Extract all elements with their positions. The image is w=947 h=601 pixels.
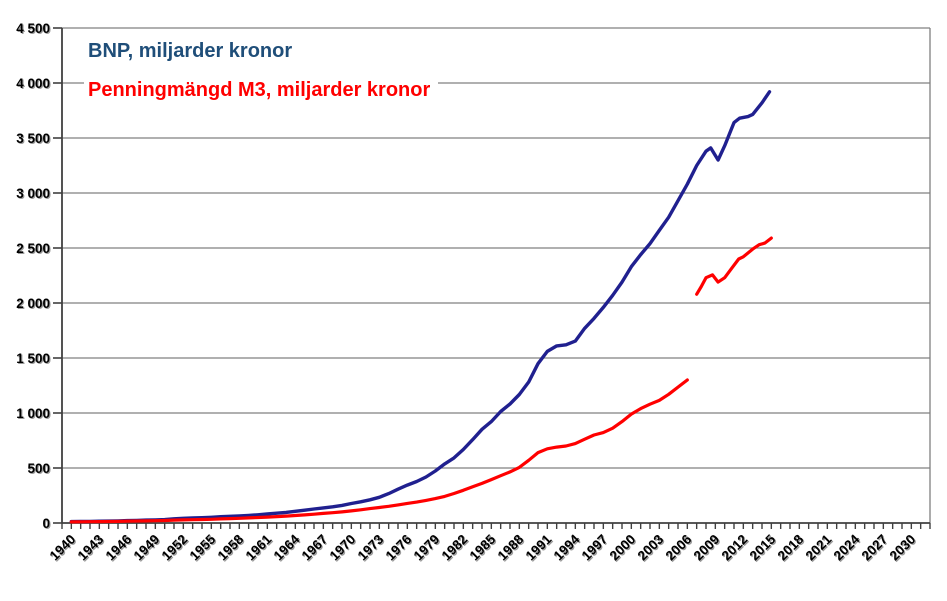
y-tick-label: 2 000: [16, 296, 50, 311]
y-tick-label-shadow: 0: [44, 517, 52, 532]
y-tick-label-shadow: 2 000: [17, 297, 51, 312]
y-tick-label: 2 500: [16, 241, 50, 256]
y-tick-label: 4 500: [16, 21, 50, 36]
y-tick-label: 4 000: [16, 76, 50, 91]
y-tick-label-shadow: 500: [29, 462, 52, 477]
series-m3-line-segment-1: [69, 378, 689, 524]
y-tick-label-shadow: 4 000: [17, 77, 51, 92]
y-tick-label-shadow: 1 500: [17, 352, 51, 367]
legend-bnp-label: BNP, miljarder kronor: [88, 40, 293, 62]
y-tick-label: 0: [42, 516, 50, 531]
y-tick-label: 1 500: [16, 351, 50, 366]
y-tick-label-shadow: 1 000: [17, 407, 51, 422]
y-tick-label: 3 500: [16, 131, 50, 146]
y-tick-label: 1 000: [16, 406, 50, 421]
chart-legend: BNP, miljarder kronor Penningmängd M3, m…: [84, 30, 439, 114]
y-tick-label-shadow: 3 000: [17, 187, 51, 202]
y-tick-label: 500: [27, 461, 50, 476]
legend-m3-label: Penningmängd M3, miljarder kronor: [88, 79, 431, 101]
y-tick-label-shadow: 2 500: [17, 242, 51, 257]
y-tick-label: 3 000: [16, 186, 50, 201]
y-tick-label-shadow: 3 500: [17, 132, 51, 147]
y-tick-label-shadow: 4 500: [17, 22, 51, 37]
series-m3-line-segment-2: [695, 236, 773, 296]
series-bnp-line-segment-1: [69, 90, 772, 524]
